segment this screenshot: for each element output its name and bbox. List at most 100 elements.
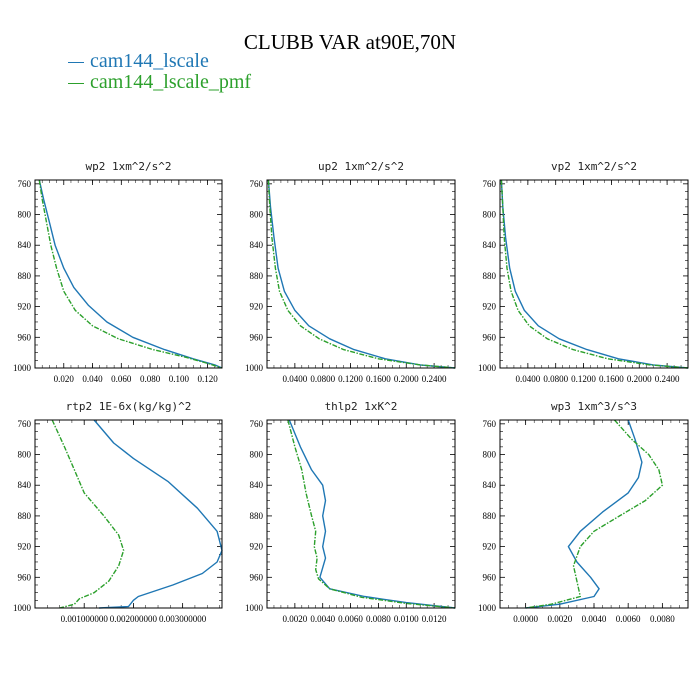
y-tick-label: 760 [483, 179, 497, 189]
y-tick-label: 840 [483, 240, 497, 250]
panel-3: rtp2 1E-6x(kg/kg)^2 760 800 840 880 920 960 100… [13, 400, 223, 624]
series-line-lscale [93, 419, 223, 609]
page-title: CLUBB VAR at90E,70N [243, 30, 457, 54]
x-tick-label: 0.080 [140, 374, 161, 384]
legend-label-lscale-pmf: cam144_lscale_pmf [90, 71, 252, 93]
y-tick-label: 880 [250, 271, 264, 281]
x-tick-label: 0.002000000 [110, 614, 158, 624]
y-tick-label: 880 [18, 511, 32, 521]
x-tick-label: 0.100 [169, 374, 190, 384]
series-line-lscale-pmf [287, 419, 456, 609]
panel-5: wp3 1xm^3/s^3 760 800 840 880 920 960 1000 0.000… [478, 400, 689, 624]
x-tick-label: 0.0080 [650, 614, 675, 624]
series-line-lscale [288, 419, 456, 609]
x-tick-label: 0.2400 [655, 374, 680, 384]
x-tick-label: 0.040 [82, 374, 103, 384]
x-tick-label: 0.001000000 [61, 614, 109, 624]
legend-swatch-lscale [68, 61, 84, 63]
y-tick-label: 1000 [13, 363, 32, 373]
legend-item-lscale-pmf: cam144_lscale_pmf [68, 71, 251, 94]
x-tick-label: 0.0040 [582, 614, 607, 624]
y-tick-label: 1000 [245, 363, 264, 373]
y-tick-label: 920 [483, 542, 497, 552]
plot-frame [499, 419, 689, 609]
y-tick-label: 1000 [245, 603, 264, 613]
x-tick-label: 0.0040 [310, 614, 335, 624]
y-tick-label: 760 [250, 179, 264, 189]
series-line-lscale-pmf [525, 419, 664, 609]
y-tick-label: 1000 [478, 603, 497, 613]
series-line-lscale [267, 179, 456, 369]
series-line-lscale-pmf [500, 179, 689, 369]
y-tick-label: 800 [18, 210, 32, 220]
x-tick-label: 0.1200 [571, 374, 596, 384]
x-tick-label: 0.0400 [515, 374, 540, 384]
series-line-lscale [500, 179, 689, 369]
y-tick-label: 800 [483, 450, 497, 460]
y-tick-label: 800 [250, 210, 264, 220]
series-line-lscale-pmf [51, 419, 125, 609]
panel-title: up2 1xm^2/s^2 [318, 160, 404, 173]
plot-frame [34, 419, 223, 609]
x-tick-label: 0.1600 [366, 374, 391, 384]
plot-frame [266, 419, 456, 609]
x-tick-label: 0.2400 [422, 374, 447, 384]
x-tick-label: 0.0120 [422, 614, 447, 624]
x-tick-label: 0.0020 [282, 614, 307, 624]
y-tick-label: 840 [250, 480, 264, 490]
y-tick-label: 920 [250, 302, 264, 312]
panel-title: thlp2 1xK^2 [325, 400, 398, 413]
x-tick-label: 0.0000 [513, 614, 538, 624]
y-tick-label: 920 [18, 542, 32, 552]
y-tick-label: 960 [483, 332, 497, 342]
y-tick-label: 960 [18, 332, 32, 342]
y-tick-label: 800 [483, 210, 497, 220]
x-tick-label: 0.020 [54, 374, 75, 384]
plot-frame [266, 179, 456, 369]
y-tick-label: 880 [483, 271, 497, 281]
series-line-lscale [525, 419, 643, 609]
series-line-lscale [38, 179, 223, 369]
series-line-lscale-pmf [267, 179, 456, 369]
y-tick-label: 920 [18, 302, 32, 312]
y-tick-label: 1000 [13, 603, 32, 613]
x-tick-label: 0.0080 [366, 614, 391, 624]
y-tick-label: 1000 [478, 363, 497, 373]
panel-2: vp2 1xm^2/s^2 760 800 840 880 920 960 1000 0.040… [478, 160, 689, 384]
x-tick-label: 0.2000 [394, 374, 419, 384]
x-tick-label: 0.0060 [338, 614, 363, 624]
x-tick-label: 0.003000000 [159, 614, 207, 624]
y-tick-label: 840 [18, 240, 32, 250]
panel-0: wp2 1xm^2/s^2 760 800 840 880 920 960 1000 0.020… [13, 160, 223, 384]
legend-swatch-lscale-pmf [68, 82, 84, 84]
y-tick-label: 800 [250, 450, 264, 460]
x-tick-label: 0.0800 [543, 374, 568, 384]
x-tick-label: 0.1200 [338, 374, 363, 384]
y-tick-label: 960 [250, 572, 264, 582]
x-tick-label: 0.0020 [547, 614, 572, 624]
y-tick-label: 760 [483, 419, 497, 429]
y-tick-label: 880 [250, 511, 264, 521]
y-tick-label: 840 [250, 240, 264, 250]
x-tick-label: 0.0400 [282, 374, 307, 384]
x-tick-label: 0.120 [197, 374, 218, 384]
y-tick-label: 760 [250, 419, 264, 429]
panel-1: up2 1xm^2/s^2 760 800 840 880 920 960 1000 0.040… [245, 160, 456, 384]
y-tick-label: 880 [18, 271, 32, 281]
x-tick-label: 0.0800 [310, 374, 335, 384]
panel-title: wp3 1xm^3/s^3 [551, 400, 637, 413]
x-tick-label: 0.0060 [616, 614, 641, 624]
plot-frame [499, 179, 689, 369]
y-tick-label: 800 [18, 450, 32, 460]
y-tick-label: 960 [250, 332, 264, 342]
y-tick-label: 880 [483, 511, 497, 521]
plot-frame [34, 179, 223, 369]
y-tick-label: 760 [18, 179, 32, 189]
y-tick-label: 960 [483, 572, 497, 582]
panel-title: wp2 1xm^2/s^2 [85, 160, 171, 173]
panel-title: rtp2 1E-6x(kg/kg)^2 [66, 400, 192, 413]
y-tick-label: 760 [18, 419, 32, 429]
y-tick-label: 840 [483, 480, 497, 490]
